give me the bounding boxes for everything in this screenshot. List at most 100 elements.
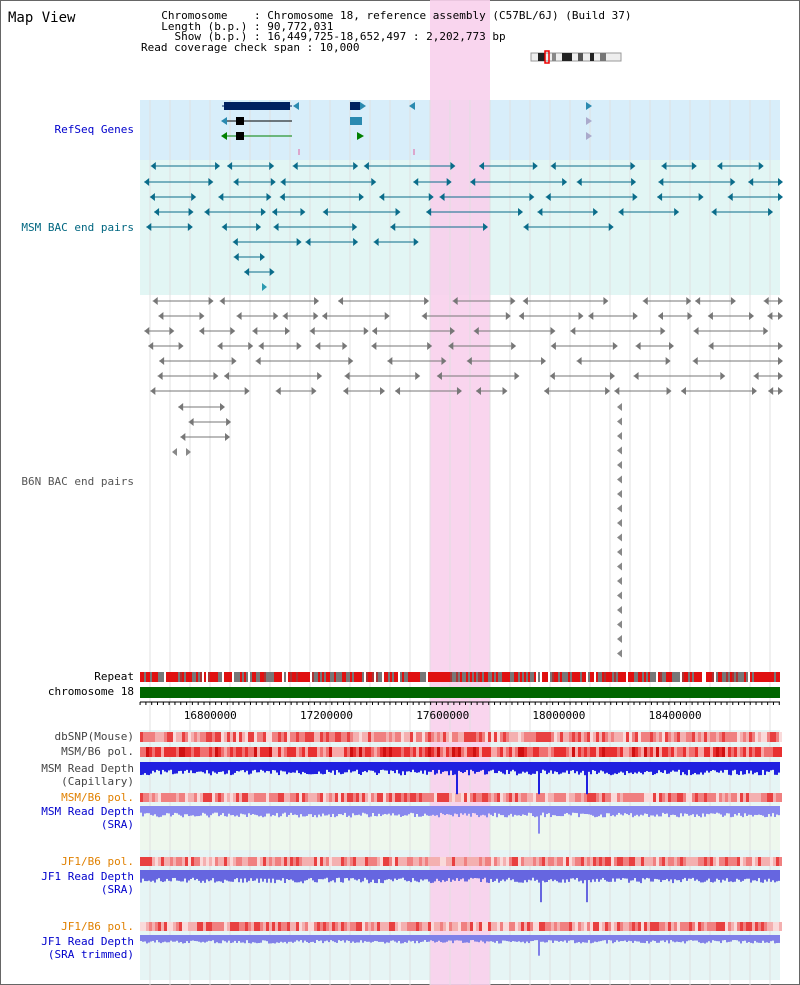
repeat-block [324,672,326,682]
msm-bac-pair-end [227,162,233,170]
jf1-depth-trimmed-bar [164,935,166,942]
dbsnp-heat-cell [158,732,161,742]
chromosome-bar [140,687,780,698]
b6n-bac-pair-end [687,312,693,320]
jf1-b6-pol-heat-cell [590,857,593,866]
track-label-msm-b6-pol-2[interactable]: MSM/B6 pol. [61,791,134,804]
msm-b6-pol-heat-cell [353,747,356,757]
jf1-depth-trimmed-bar [648,935,650,944]
jf1-depth-sra-bar [482,870,484,880]
msm-bac-pair-end [630,162,636,170]
ideogram-band [562,53,572,61]
msm-depth-capillary-bar [730,762,732,776]
msm-b6-pol-2-heat-cell [353,793,356,802]
jf1-depth-sra-bar [402,870,404,878]
repeat-block [274,672,276,682]
track-label-jf1-depth-sra[interactable]: JF1 Read Depth [41,870,134,883]
track-label-msm-depth-sra[interactable]: MSM Read Depth [41,805,134,818]
jf1-b6-pol-2-heat-cell [452,922,455,931]
msm-b6-pol-heat-cell [380,747,383,757]
track-label-jf1-b6-pol[interactable]: JF1/B6 pol. [61,855,134,868]
msm-depth-sra-bar [312,806,314,818]
jf1-depth-sra-bar [342,870,344,883]
jf1-depth-trimmed-bar [468,935,470,943]
track-label-refseq[interactable]: RefSeq Genes [54,123,134,136]
jf1-depth-sra-bar [390,870,392,880]
track-label-jf1-b6-pol-2[interactable]: JF1/B6 pol. [61,920,134,933]
jf1-depth-trimmed-bar [344,935,346,943]
msm-bac-pair-end [272,208,278,216]
jf1-b6-pol-heat-cell [266,857,269,866]
msm-bac-pair-end [204,208,210,216]
msm-depth-capillary-bar [532,762,534,774]
jf1-depth-sra-bar [358,870,360,880]
msm-bac-pair-end [273,223,279,231]
msm-depth-sra-bar [276,806,278,814]
dbsnp-heat-cell [656,732,659,742]
jf1-depth-trimmed-bar [426,935,428,942]
msm-depth-sra-bar [518,806,520,816]
jf1-b6-pol-heat-cell [521,857,524,866]
msm-depth-capillary-bar [450,762,452,771]
msm-depth-sra-bar [202,806,204,813]
msm-depth-capillary-bar [408,762,410,772]
repeat-block [436,672,438,682]
jf1-b6-pol-2-heat-cell [674,922,677,931]
jf1-depth-sra-bar [452,870,454,880]
track-label-b6n-bac[interactable]: B6N BAC end pairs [21,475,134,488]
jf1-depth-sra-bar [500,870,502,881]
dbsnp-heat-cell [704,732,707,742]
jf1-depth-sra-bar [506,870,508,880]
msm-b6-pol-2-heat-cell [575,793,578,802]
msm-b6-pol-heat-cell [332,747,335,757]
msm-b6-pol-heat-cell [350,747,353,757]
msm-bac-pair-end [292,162,298,170]
repeat-block [682,672,684,682]
jf1-depth-sra-bar [498,870,500,883]
jf1-b6-pol-2-heat-cell [479,922,482,931]
msm-b6-pol-2-heat-cell [152,793,155,802]
jf1-b6-pol-2-heat-cell [653,922,656,931]
msm-b6-pol-2-heat-cell [650,793,653,802]
dbsnp-heat-cell [671,732,674,742]
msm-b6-pol-heat-cell [752,747,755,757]
repeat-block [224,672,226,682]
track-label-dbsnp[interactable]: dbSNP(Mouse) [54,730,134,743]
msm-depth-sra-bar [456,806,458,815]
b6n-bac-pair-end [665,357,671,365]
jf1-depth-trimmed-bar [154,935,156,943]
jf1-depth-trimmed-bar [752,935,754,944]
track-label-jf1-depth-trim[interactable]: JF1 Read Depth [41,935,134,948]
msm-b6-pol-2-heat-cell [431,793,434,802]
jf1-b6-pol-2-heat-cell [179,922,182,931]
b6n-bac-pair-end [617,475,622,484]
msm-depth-sra-bar [212,806,214,814]
track-label-msm-bac[interactable]: MSM BAC end pairs [21,221,134,234]
msm-depth-capillary-bar [166,762,168,773]
jf1-depth-sra-bar [380,870,382,883]
track-label-msm-b6-pol[interactable]: MSM/B6 pol. [61,745,134,758]
jf1-b6-pol-2-heat-cell [509,922,512,931]
dbsnp-heat-cell [278,732,281,742]
msm-b6-pol-2-heat-cell [401,793,404,802]
show-range-line: Show (b.p.) : 16,449,725-18,652,497 : 2,… [148,30,506,44]
jf1-depth-sra-bar [186,870,188,883]
msm-b6-pol-2-heat-cell [473,793,476,802]
jf1-depth-sra-bar [756,870,758,882]
msm-b6-pol-2-heat-cell [506,793,509,802]
jf1-depth-trimmed-bar [190,935,192,941]
jf1-depth-sra-bar [436,870,438,879]
jf1-depth-trimmed-bar [236,935,238,943]
jf1-b6-pol-2-heat-cell [527,922,530,931]
msm-depth-sra-bar [760,806,762,815]
jf1-b6-pol-2-heat-cell [659,922,662,931]
dbsnp-heat-cell [389,732,392,742]
refseq-gene-arrow [409,102,415,110]
jf1-b6-pol-heat-cell [677,857,680,866]
b6n-bac-pair-end [518,312,524,320]
axis-tick-label: 18400000 [649,709,702,722]
jf1-depth-sra-bar [340,870,342,883]
track-label-msm-depth-cap[interactable]: MSM Read Depth [41,762,134,775]
jf1-depth-trimmed-bar [380,935,382,942]
jf1-b6-pol-2-heat-cell [704,922,707,931]
